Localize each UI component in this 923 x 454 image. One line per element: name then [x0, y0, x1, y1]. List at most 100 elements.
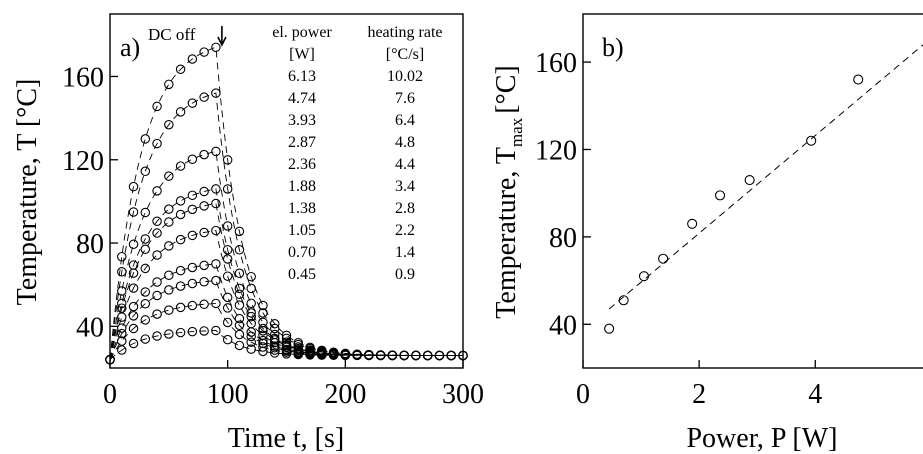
panel-a-data-point: [164, 241, 174, 251]
panel-b-plot-frame: [582, 13, 923, 369]
panel-a-data-point: [187, 98, 198, 108]
panel-a-data-point: [234, 245, 245, 255]
panel-a-data-point: [258, 335, 268, 346]
panel-a-data-point: [211, 198, 221, 209]
panel-a-y-tick-label: 160: [62, 62, 104, 93]
panel-b-x-axis-label: Power, P [W]: [686, 423, 837, 454]
panel-a-label: a): [120, 33, 140, 62]
panel-a-data-point: [246, 311, 256, 322]
table-cell-rate: 6.4: [395, 112, 415, 129]
panel-a-data-point: [175, 265, 186, 276]
panel-a-data-point: [175, 64, 186, 75]
table-cell-power: 1.05: [288, 222, 316, 239]
panel-a-data-point: [164, 270, 174, 280]
panel-a-data-point: [140, 263, 151, 274]
panel-a-data-point: [164, 171, 174, 181]
panel-a-axis-ticks: 0 100 200 300 40 80 120 160: [62, 62, 484, 410]
panel-a-data-point: [269, 323, 280, 334]
panel-a-data-point: [140, 234, 151, 244]
power-heating-rate-table: el. power heating rate [W] [°C/s] 6.13 10…: [272, 24, 442, 283]
panel-a-data-point: [222, 155, 233, 165]
panel-b-y-label-subscript: max: [507, 117, 526, 147]
panel-a-data-point: [140, 298, 151, 309]
panel-b-y-axis-label: Temperature, Tmax [°C]: [491, 65, 526, 318]
panel-a-data-point: [434, 350, 445, 361]
panel-a-data-point: [140, 334, 151, 344]
panel-b-data-point: [853, 74, 864, 85]
panel-a-data-point: [340, 350, 351, 361]
panel-a-data-point: [258, 323, 268, 334]
panel-b-data-point: [638, 271, 650, 282]
panel-a-plot-frame: [109, 13, 464, 369]
panel-a-data-point: [152, 228, 162, 238]
panel-a-data-point: [140, 315, 151, 325]
panel-a-data-point: [234, 313, 245, 324]
table-rows: 6.13 10.02 4.74 7.6 3.93 6.4 2.87 4.8 2.36 4.4 1.8…: [288, 68, 423, 283]
panel-a-series-curve: [109, 92, 463, 360]
table-header-power: el. power: [272, 24, 332, 41]
panel-a-data-point: [175, 107, 186, 117]
panel-a-data-point: [128, 311, 139, 321]
panel-b-data-point: [658, 253, 669, 264]
panel-a-data-point: [175, 209, 186, 220]
panel-a-data-point: [305, 350, 315, 360]
panel-b-data-point: [618, 295, 629, 306]
panel-a-data-point: [128, 207, 139, 217]
panel-a-data-point: [117, 267, 127, 277]
panel-a-data-point: [222, 271, 233, 281]
panel-b-data-point: [687, 218, 698, 229]
table-cell-power: 1.38: [288, 200, 316, 217]
panel-a-y-tick-label: 80: [76, 229, 104, 260]
panel-a-data-point: [328, 350, 339, 360]
panel-a-data-points: [105, 42, 468, 365]
panel-a-x-tick-label: 100: [207, 379, 249, 410]
panel-a-data-point: [117, 312, 127, 322]
panel-a-data-point: [352, 350, 362, 361]
panel-b-y-tick-label: 40: [549, 310, 577, 341]
panel-a-x-tick-label: 0: [103, 379, 117, 410]
panel-a-data-point: [128, 268, 139, 278]
panel-a-data-point: [411, 350, 421, 361]
panel-a-data-point: [117, 286, 127, 296]
panel-a-data-point: [152, 101, 162, 112]
panel-a-data-point: [199, 227, 209, 238]
panel-a-data-point: [446, 350, 456, 361]
panel-a-data-point: [187, 154, 198, 164]
table-cell-rate: 10.02: [387, 68, 423, 85]
panel-a-data-point: [140, 244, 151, 255]
table-cell-rate: 7.6: [395, 90, 415, 107]
panel-a-data-point: [246, 337, 256, 347]
table-unit-rate: [°C/s]: [386, 46, 424, 63]
panel-a-data-point: [211, 225, 221, 236]
panel-a-data-point: [211, 259, 221, 269]
panel-a-data-point: [269, 345, 280, 355]
panel-a-data-point: [128, 301, 139, 312]
panel-a-data-point: [234, 320, 245, 331]
panel-a-data-point: [199, 47, 209, 57]
panel-a-data-point: [317, 350, 327, 360]
panel-a-data-point: [187, 204, 198, 215]
panel-a-data-point: [211, 146, 221, 157]
panel-a-data-point: [117, 328, 127, 339]
panel-a-data-point: [152, 138, 162, 149]
table-cell-rate: 3.4: [395, 178, 415, 195]
panel-a-data-point: [164, 329, 174, 339]
panel-a-data-point: [152, 186, 162, 196]
panel-a-data-point: [128, 181, 139, 192]
panel-a-data-point: [246, 308, 256, 318]
panel-a-data-point: [117, 345, 127, 355]
panel-a-data-point: [246, 271, 256, 282]
panel-a-data-point: [187, 300, 198, 311]
panel-a-data-point: [258, 346, 268, 357]
panel-a-data-point: [105, 354, 115, 365]
table-cell-power: 6.13: [288, 68, 316, 85]
panel-a-data-point: [187, 54, 198, 64]
panel-a-data-point: [152, 216, 162, 226]
panel-a-y-axis-label: Temperature, T [°C]: [12, 79, 43, 306]
panel-a-data-point: [258, 326, 268, 336]
panel-a-series-curve: [109, 302, 463, 360]
panel-a-data-point: [175, 327, 186, 338]
panel-a-data-point: [164, 217, 174, 227]
panel-a-data-point: [199, 326, 209, 336]
